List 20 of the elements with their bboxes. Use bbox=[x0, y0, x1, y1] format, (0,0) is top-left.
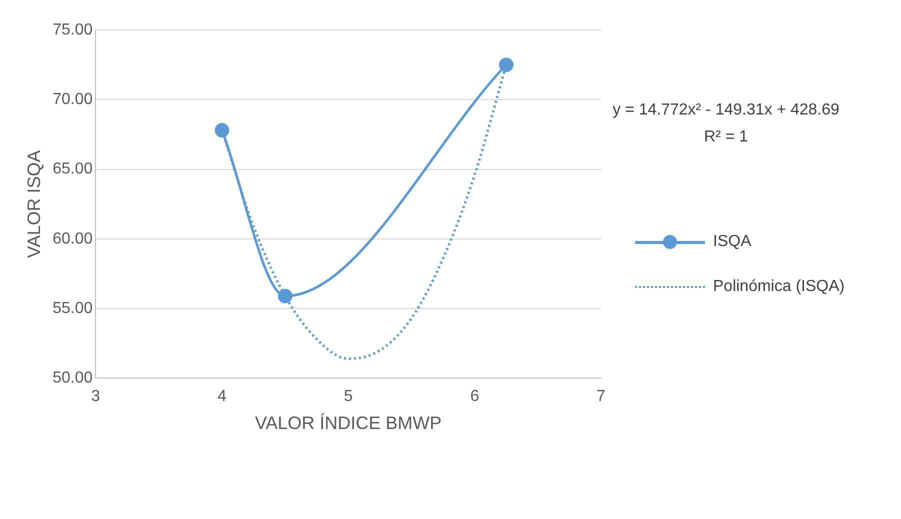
y-axis-title: VALOR ISQA bbox=[24, 150, 44, 258]
y-tick-label: 65.00 bbox=[52, 160, 93, 178]
point bbox=[278, 288, 292, 304]
x-axis-title: VALOR ÍNDICE BMWP bbox=[254, 413, 442, 434]
text: R² = 1 bbox=[704, 128, 748, 146]
x-tick-label: 4 bbox=[218, 388, 227, 406]
legend-label: Polinómica (ISQA) bbox=[713, 278, 845, 296]
x-tick-label: 3 bbox=[91, 388, 100, 406]
x-tick-label: 7 bbox=[596, 388, 606, 406]
point bbox=[498, 58, 514, 72]
y-tick-label: 60.00 bbox=[52, 230, 93, 248]
x-tick-label: 5 bbox=[344, 388, 353, 406]
point bbox=[214, 123, 230, 138]
x-tick-label: 6 bbox=[470, 388, 480, 406]
y-tick-label: 70.00 bbox=[52, 91, 93, 108]
legend-label: ISQA bbox=[713, 233, 752, 251]
y-tick-label: 55.00 bbox=[52, 300, 93, 317]
text: y = 14.772x² - 149.31x + 428.69 bbox=[612, 101, 840, 118]
y-tick-label: 75.00 bbox=[52, 21, 93, 38]
y-tick-label: 50.00 bbox=[52, 370, 93, 387]
